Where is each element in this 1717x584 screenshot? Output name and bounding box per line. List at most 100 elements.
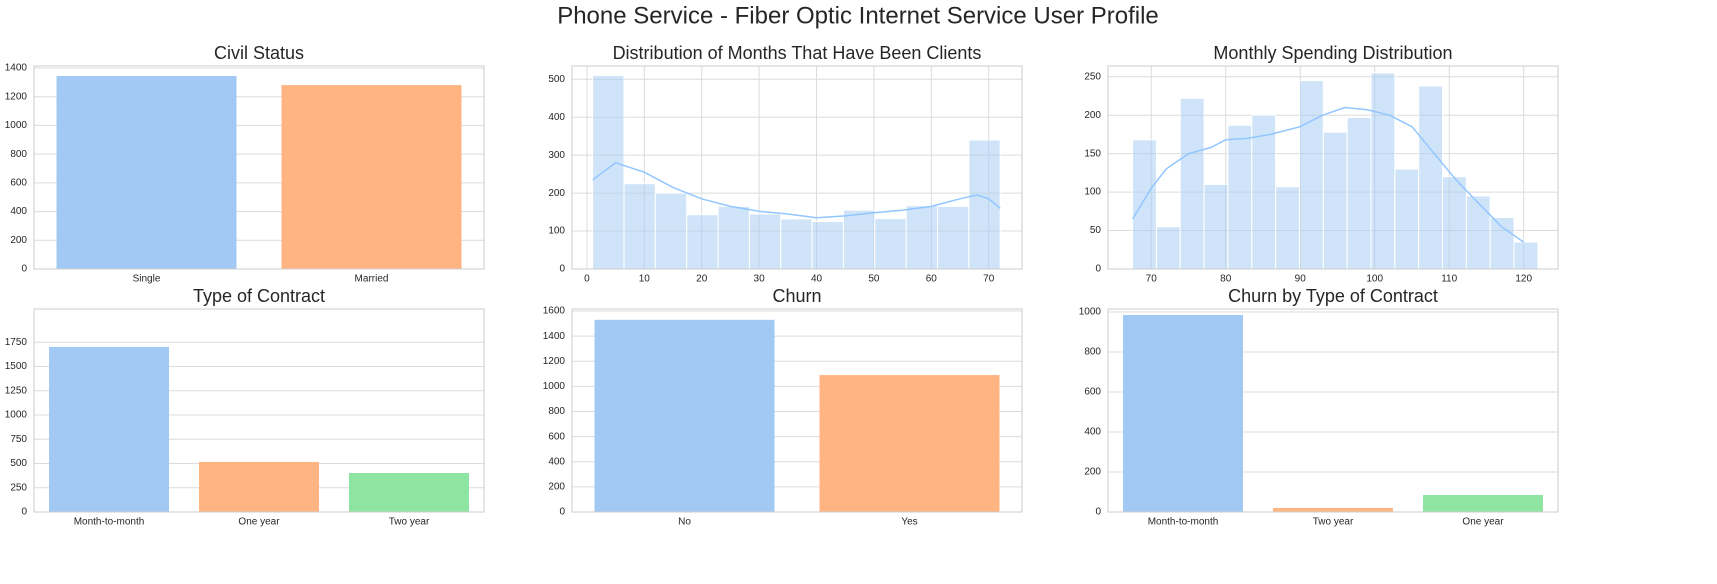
kde-line bbox=[592, 161, 1001, 219]
y-tick-label: 800 bbox=[10, 149, 27, 160]
histogram-bar bbox=[1442, 176, 1467, 270]
y-tick-label: 1000 bbox=[5, 120, 28, 131]
y-tick-label: 1400 bbox=[5, 63, 28, 74]
histogram-bar bbox=[811, 221, 844, 270]
x-tick-label: Married bbox=[355, 274, 389, 285]
y-tick-label: 1750 bbox=[5, 337, 28, 348]
axes-frame bbox=[571, 308, 1023, 513]
y-tick-label: 1200 bbox=[543, 356, 566, 367]
axes-frame bbox=[1107, 65, 1559, 270]
histogram-bar bbox=[905, 205, 939, 270]
histogram-bar bbox=[1203, 183, 1229, 270]
histogram-bar bbox=[654, 192, 688, 270]
histogram-bar bbox=[842, 209, 876, 270]
histogram-bar bbox=[1370, 72, 1396, 270]
x-tick-label: 0 bbox=[584, 274, 590, 285]
x-tick-label: One year bbox=[1462, 517, 1504, 528]
chart-title: Churn bbox=[772, 286, 821, 306]
y-tick-label: 1600 bbox=[543, 306, 566, 317]
histogram-bar bbox=[1394, 168, 1420, 270]
y-tick-label: 100 bbox=[548, 226, 565, 237]
axes-frame bbox=[1107, 308, 1559, 513]
x-tick-label: 100 bbox=[1366, 274, 1383, 285]
x-tick-label: 20 bbox=[696, 274, 708, 285]
histogram-bar bbox=[1275, 186, 1300, 270]
y-tick-label: 200 bbox=[1084, 467, 1101, 478]
x-tick-label: Month-to-month bbox=[74, 517, 145, 528]
x-tick-label: 70 bbox=[1146, 274, 1158, 285]
bar bbox=[819, 375, 1000, 512]
y-tick-label: 200 bbox=[10, 235, 27, 246]
bar bbox=[1273, 508, 1393, 512]
y-tick-label: 1200 bbox=[5, 91, 28, 102]
histogram-bar bbox=[1465, 195, 1491, 270]
y-tick-label: 1000 bbox=[543, 381, 566, 392]
y-tick-label: 0 bbox=[559, 507, 565, 518]
bar bbox=[56, 76, 237, 270]
histogram-bar bbox=[748, 213, 782, 270]
figure-title: Phone Service - Fiber Optic Internet Ser… bbox=[557, 2, 1159, 29]
y-tick-label: 0 bbox=[21, 507, 27, 518]
histogram-bar bbox=[1418, 85, 1444, 270]
histogram-bar bbox=[592, 74, 625, 270]
y-tick-label: 750 bbox=[10, 434, 27, 445]
bar bbox=[49, 346, 169, 512]
histogram-bar bbox=[1513, 241, 1539, 270]
y-tick-label: 200 bbox=[548, 482, 565, 493]
bar bbox=[199, 461, 319, 512]
axes-frame bbox=[33, 308, 485, 513]
histogram-bar bbox=[1298, 80, 1324, 270]
x-tick-label: Single bbox=[133, 274, 161, 285]
histogram-bar bbox=[937, 205, 970, 270]
y-tick-label: 0 bbox=[559, 264, 565, 275]
histogram-bar bbox=[1489, 216, 1515, 270]
axes-frame bbox=[571, 65, 1023, 270]
chart-title: Civil Status bbox=[214, 43, 304, 63]
chart-title: Type of Contract bbox=[193, 286, 325, 306]
histogram-bar bbox=[780, 218, 813, 270]
histogram-bar bbox=[717, 205, 750, 270]
y-tick-label: 600 bbox=[1084, 387, 1101, 398]
x-tick-label: 50 bbox=[868, 274, 880, 285]
y-tick-label: 800 bbox=[1084, 347, 1101, 358]
bar bbox=[1423, 495, 1543, 512]
y-tick-label: 100 bbox=[1084, 187, 1101, 198]
y-tick-label: 400 bbox=[548, 112, 565, 123]
y-tick-label: 400 bbox=[10, 206, 27, 217]
x-tick-label: 40 bbox=[811, 274, 823, 285]
y-tick-label: 200 bbox=[548, 188, 565, 199]
y-tick-label: 400 bbox=[548, 456, 565, 467]
kde-line bbox=[1131, 106, 1525, 243]
y-tick-label: 1000 bbox=[5, 410, 28, 421]
x-tick-label: Month-to-month bbox=[1148, 517, 1219, 528]
y-tick-label: 1000 bbox=[1079, 307, 1102, 318]
y-tick-label: 0 bbox=[1095, 507, 1101, 518]
y-tick-label: 500 bbox=[10, 458, 27, 469]
x-tick-label: Yes bbox=[901, 517, 917, 528]
y-tick-label: 1250 bbox=[5, 385, 28, 396]
y-tick-label: 800 bbox=[548, 406, 565, 417]
bar bbox=[1123, 315, 1243, 512]
bar bbox=[594, 319, 775, 512]
y-tick-label: 600 bbox=[548, 431, 565, 442]
y-tick-label: 200 bbox=[1084, 110, 1101, 121]
y-tick-label: 300 bbox=[548, 150, 565, 161]
y-tick-label: 500 bbox=[548, 74, 565, 85]
y-tick-label: 50 bbox=[1090, 225, 1102, 236]
x-tick-label: Two year bbox=[389, 517, 430, 528]
histogram-bar bbox=[1155, 226, 1181, 270]
chart-title: Churn by Type of Contract bbox=[1228, 286, 1438, 306]
x-tick-label: 80 bbox=[1220, 274, 1232, 285]
histogram-bar bbox=[1132, 139, 1157, 270]
x-tick-label: 110 bbox=[1441, 274, 1457, 285]
x-tick-label: 10 bbox=[639, 274, 651, 285]
y-tick-label: 1400 bbox=[543, 331, 566, 342]
chart-title: Monthly Spending Distribution bbox=[1213, 43, 1452, 63]
bar bbox=[349, 473, 469, 512]
y-tick-label: 1500 bbox=[5, 361, 28, 372]
x-tick-label: 60 bbox=[926, 274, 938, 285]
y-tick-label: 600 bbox=[10, 178, 27, 189]
histogram-bar bbox=[1179, 97, 1205, 270]
x-tick-label: 90 bbox=[1295, 274, 1307, 285]
y-tick-label: 400 bbox=[1084, 427, 1101, 438]
